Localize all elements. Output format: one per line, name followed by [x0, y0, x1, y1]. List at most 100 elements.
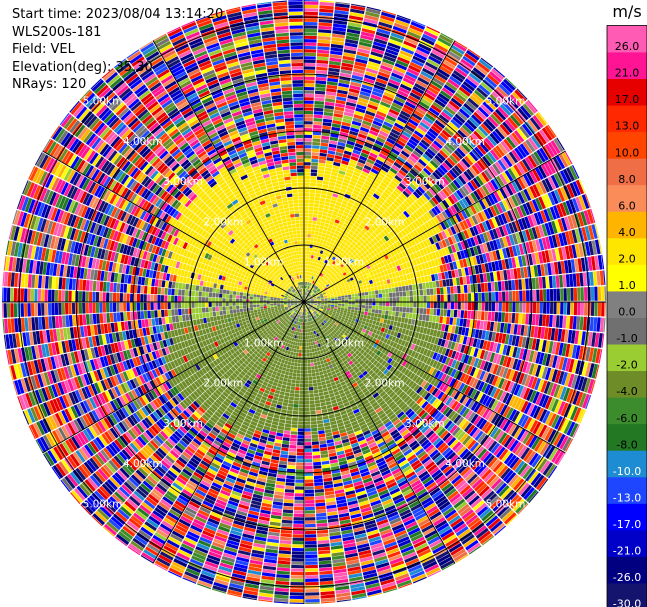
ppi-gate	[327, 150, 336, 155]
ppi-gate	[304, 175, 311, 180]
ppi-gate	[304, 210, 309, 214]
ppi-gate	[304, 227, 308, 231]
ppi-gate	[362, 24, 377, 31]
ppi-gate	[306, 278, 308, 282]
ppi-gate	[315, 193, 321, 198]
ppi-gate	[313, 207, 319, 211]
ppi-gate	[320, 145, 328, 150]
ppi-gate	[321, 132, 330, 137]
ppi-gate	[348, 15, 364, 21]
nrays-text: NRays: 120	[12, 77, 87, 92]
ppi-gate	[353, 64, 366, 71]
start-time-text: Start time: 2023/08/04 13:14:20	[12, 7, 224, 22]
ppi-gate	[307, 261, 311, 265]
ppi-gate	[319, 156, 327, 161]
ppi-gate	[321, 135, 330, 140]
ppi-gate	[309, 203, 314, 207]
ppi-gate	[304, 90, 315, 94]
ppi-gate	[342, 59, 355, 65]
ppi-gate	[314, 90, 326, 95]
ppi-gate	[316, 217, 322, 222]
ppi-gate	[306, 289, 308, 293]
ppi-gate	[335, 151, 344, 157]
ppi-gate	[349, 85, 361, 91]
ppi-gate	[304, 87, 315, 91]
ppi-gate	[358, 41, 372, 48]
ppi-gate	[304, 97, 314, 101]
ppi-gate	[323, 111, 334, 117]
ppi-gate	[304, 234, 308, 238]
ppi-gate	[319, 152, 327, 157]
ppi-gate	[304, 35, 317, 40]
ppi-gate	[310, 258, 313, 262]
ppi-gate	[321, 190, 327, 195]
ppi-gate	[304, 254, 307, 258]
ppi-gate	[333, 158, 342, 164]
ppi-gate	[304, 59, 316, 63]
ppi-gate	[325, 198, 331, 203]
ppi-gate	[340, 66, 353, 71]
ppi-gate	[314, 231, 319, 236]
ppi-gate	[304, 288, 306, 292]
ppi-gate	[319, 201, 325, 205]
ppi-gate	[304, 145, 312, 149]
ppi-gate	[304, 49, 317, 53]
ppi-gate	[333, 113, 343, 118]
ppi-gate	[312, 138, 321, 143]
ppi-gate	[308, 217, 313, 221]
ppi-gate	[317, 211, 323, 215]
ppi-gate	[317, 36, 331, 41]
ppi-gate	[304, 69, 316, 74]
ppi-gate	[307, 278, 309, 282]
ppi-gate	[307, 227, 312, 231]
ppi-gate	[307, 275, 310, 279]
ppi-gate	[358, 44, 371, 51]
ppi-gate	[336, 145, 345, 150]
ppi-gate	[304, 42, 317, 46]
ppi-gate	[306, 271, 309, 275]
ppi-gate	[305, 271, 308, 275]
ppi-gate	[366, 6, 381, 12]
ppi-gate	[356, 51, 370, 58]
ppi-gate	[342, 55, 355, 61]
ppi-gate	[304, 292, 306, 296]
ppi-gate	[334, 109, 344, 115]
ppi-gate	[319, 8, 334, 13]
ppi-gate	[317, 46, 330, 51]
ppi-gate	[304, 158, 311, 162]
ppi-gate	[343, 115, 353, 121]
ppi-gate	[317, 235, 322, 240]
ppi-gate	[304, 281, 306, 285]
ppi-gate	[332, 30, 346, 36]
ppi-gate	[360, 34, 374, 41]
ppi-gate	[318, 159, 326, 164]
ppi-gate	[304, 76, 315, 80]
ppi-gate	[361, 28, 376, 35]
ppi-gate	[335, 99, 346, 105]
ppi-gate	[310, 234, 315, 238]
ppi-gate	[304, 128, 313, 132]
ppi-gate	[305, 278, 307, 282]
ppi-gate	[311, 158, 319, 163]
ppi-gate	[304, 114, 313, 118]
ppi-gate	[308, 206, 314, 211]
ppi-gate	[325, 91, 337, 96]
ppi-gate	[324, 170, 332, 175]
ppi-gate	[315, 77, 327, 81]
ppi-gate	[340, 69, 352, 75]
ppi-gate	[306, 285, 308, 289]
ppi-gate	[331, 37, 345, 42]
ppi-gate	[345, 105, 356, 111]
ppi-gate	[304, 285, 306, 289]
ppi-gate	[337, 141, 346, 147]
ppi-gate	[311, 227, 316, 231]
ppi-gate	[314, 104, 324, 109]
ppi-gate	[330, 50, 343, 56]
ppi-gate	[310, 237, 314, 242]
ppi-gate	[333, 20, 348, 25]
ppi-gate	[312, 248, 316, 252]
ppi-gate	[312, 135, 321, 139]
ppi-gate	[335, 103, 345, 108]
ppi-gate	[304, 216, 309, 220]
